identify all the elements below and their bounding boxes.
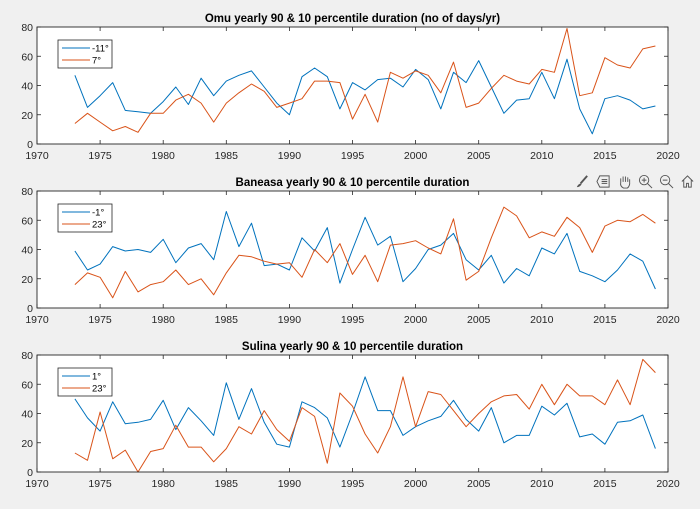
pan-icon [620,175,631,189]
x-tick-label: 1980 [152,478,176,490]
brush-icon [576,174,588,187]
series-line-2 [74,28,656,133]
x-tick-label: 2005 [467,478,491,490]
y-tick-label: 60 [21,215,33,227]
x-tick-label: 1990 [278,150,302,162]
legend-label-2: 23° [92,220,107,231]
legend-label-2: 23° [92,384,107,395]
chart-title: Baneasa yearly 90 & 10 percentile durati… [236,177,470,189]
series-line-1 [74,376,656,449]
x-tick-label: 1980 [152,150,176,162]
axes-box [36,190,669,309]
y-tick-label: 80 [21,22,33,34]
x-tick-label: 1970 [25,314,49,326]
legend-box [57,203,113,233]
y-tick-label: 60 [21,379,33,391]
legend-label-1: 1° [92,372,101,383]
x-tick-label: 1985 [215,150,239,162]
restore-view-button[interactable] [678,172,697,190]
legend[interactable]: -11°7° [57,39,113,69]
series-line-1 [74,58,656,135]
y-tick-label: 0 [27,139,33,151]
axes-box [36,354,669,473]
x-tick-label: 2000 [404,150,428,162]
legend-box [57,39,113,69]
chart-title: Omu yearly 90 & 10 percentile duration (… [205,13,500,25]
y-tick-label: 0 [27,303,33,315]
axes-toolbar [573,172,697,190]
x-tick-label: 1970 [25,150,49,162]
x-tick-label: 1975 [88,314,112,326]
x-tick-label: 1980 [152,314,176,326]
y-tick-label: 20 [21,110,33,122]
x-tick-label: 2005 [467,150,491,162]
legend[interactable]: 1°23° [57,367,113,397]
x-tick-label: 1995 [341,478,365,490]
zoom-out-icon [659,174,674,188]
x-tick-label: 1985 [215,478,239,490]
x-tick-label: 2015 [593,314,617,326]
zoom-in-button[interactable] [636,172,655,190]
legend-label-1: -11° [92,44,109,55]
pan-button[interactable] [615,172,634,190]
subplot-2: Baneasa yearly 90 & 10 percentile durati… [21,177,680,326]
x-tick-label: 1985 [215,314,239,326]
x-tick-label: 1975 [88,478,112,490]
zoom-in-icon [638,174,653,188]
y-tick-label: 40 [21,81,33,93]
x-tick-label: 2015 [593,150,617,162]
x-tick-label: 2000 [404,478,428,490]
x-tick-label: 2015 [593,478,617,490]
x-tick-label: 2020 [656,150,680,162]
y-tick-label: 80 [21,350,33,362]
x-tick-label: 1970 [25,478,49,490]
legend-label-1: -1° [92,208,104,219]
x-tick-label: 2005 [467,314,491,326]
x-tick-label: 1995 [341,314,365,326]
y-tick-label: 80 [21,186,33,198]
legend-box [57,367,113,397]
legend-label-2: 7° [92,56,101,67]
axes-box [36,26,669,145]
restore-view-icon [681,174,694,188]
legend[interactable]: -1°23° [57,203,113,233]
x-tick-label: 2000 [404,314,428,326]
series-line-2 [74,358,656,473]
y-tick-label: 20 [21,274,33,286]
y-tick-label: 60 [21,51,33,63]
series-line-2 [74,206,656,299]
datatip-icon [596,174,610,188]
y-tick-label: 40 [21,245,33,257]
plot-area[interactable] [37,27,668,144]
y-tick-label: 40 [21,409,33,421]
x-tick-label: 1990 [278,314,302,326]
x-tick-label: 1990 [278,478,302,490]
datatip-button[interactable] [594,172,613,190]
brush-button[interactable] [573,172,592,190]
x-tick-label: 1995 [341,150,365,162]
subplot-3: Sulina yearly 90 & 10 percentile duratio… [21,341,680,490]
x-tick-label: 1975 [88,150,112,162]
chart-title: Sulina yearly 90 & 10 percentile duratio… [242,341,463,353]
x-tick-label: 2010 [530,478,554,490]
x-tick-label: 2020 [656,478,680,490]
y-tick-label: 0 [27,467,33,479]
y-tick-label: 20 [21,438,33,450]
x-tick-label: 2020 [656,314,680,326]
x-tick-label: 2010 [530,150,554,162]
x-tick-label: 2010 [530,314,554,326]
series-line-1 [74,211,656,290]
zoom-out-button[interactable] [657,172,676,190]
subplot-1: Omu yearly 90 & 10 percentile duration (… [21,13,680,162]
